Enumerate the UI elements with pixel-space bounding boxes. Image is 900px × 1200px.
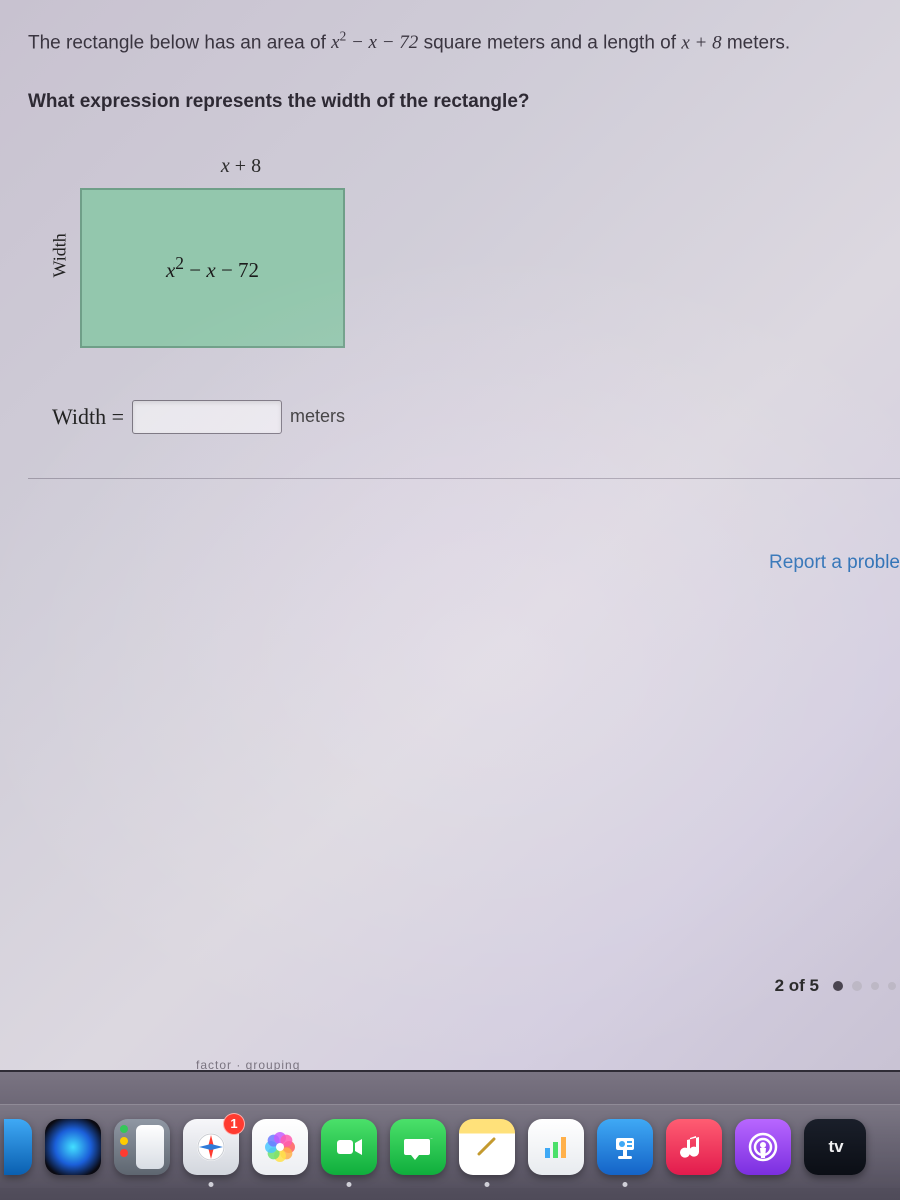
pager-dots [833,981,896,991]
intro-prefix: The rectangle below has an area of [28,32,331,53]
answer-row: Width = meters [52,400,900,434]
dock-icon-facetime[interactable] [321,1119,377,1175]
pager-text: 2 of 5 [775,976,819,996]
report-problem-link[interactable]: Report a proble [769,552,900,574]
intro-mid: square meters and a length of [418,32,681,53]
running-indicator [209,1182,214,1187]
running-indicator [623,1182,628,1187]
answer-units: meters [290,406,345,427]
intro-suffix: meters. [722,32,791,53]
area-expression: x2 − x − 72 [331,32,418,53]
running-indicator [347,1182,352,1187]
area-label: x2 − x − 72 [166,253,259,283]
pager-dot[interactable] [888,982,896,990]
question-text: What expression represents the width of … [28,91,900,113]
running-indicator [485,1182,490,1187]
length-expression: x + 8 [681,32,721,53]
pager: 2 of 5 [775,976,896,996]
rectangle-figure: x + 8 Width x2 − x − 72 [50,155,390,348]
dock-icon-keynote[interactable] [597,1119,653,1175]
dock-icon-siri[interactable] [45,1119,101,1175]
problem-area: The rectangle below has an area of x2 − … [0,0,900,479]
width-input[interactable] [132,400,282,434]
dock: 1 tv [0,1070,900,1200]
section-divider [28,478,900,479]
problem-statement: The rectangle below has an area of x2 − … [28,28,900,57]
answer-label: Width = [52,404,124,430]
dock-icon-launchpad[interactable] [114,1119,170,1175]
pager-dot[interactable] [852,981,862,991]
dock-icon-music[interactable] [666,1119,722,1175]
pager-dot[interactable] [833,981,843,991]
dock-icon-photos[interactable] [252,1119,308,1175]
dock-icon-tv[interactable]: tv [804,1119,866,1175]
dock-icon-numbers[interactable] [528,1119,584,1175]
notification-badge: 1 [223,1113,245,1135]
rectangle: x2 − x − 72 [80,188,345,348]
pager-dot[interactable] [871,982,879,990]
dock-icon-safari[interactable]: 1 [183,1119,239,1175]
width-side-label: Width [50,258,71,278]
dock-icon-messages[interactable] [390,1119,446,1175]
length-label: x + 8 [92,155,390,178]
dock-icon-notes[interactable] [459,1119,515,1175]
dock-icon-podcasts[interactable] [735,1119,791,1175]
dock-icon-finder[interactable] [4,1119,32,1175]
